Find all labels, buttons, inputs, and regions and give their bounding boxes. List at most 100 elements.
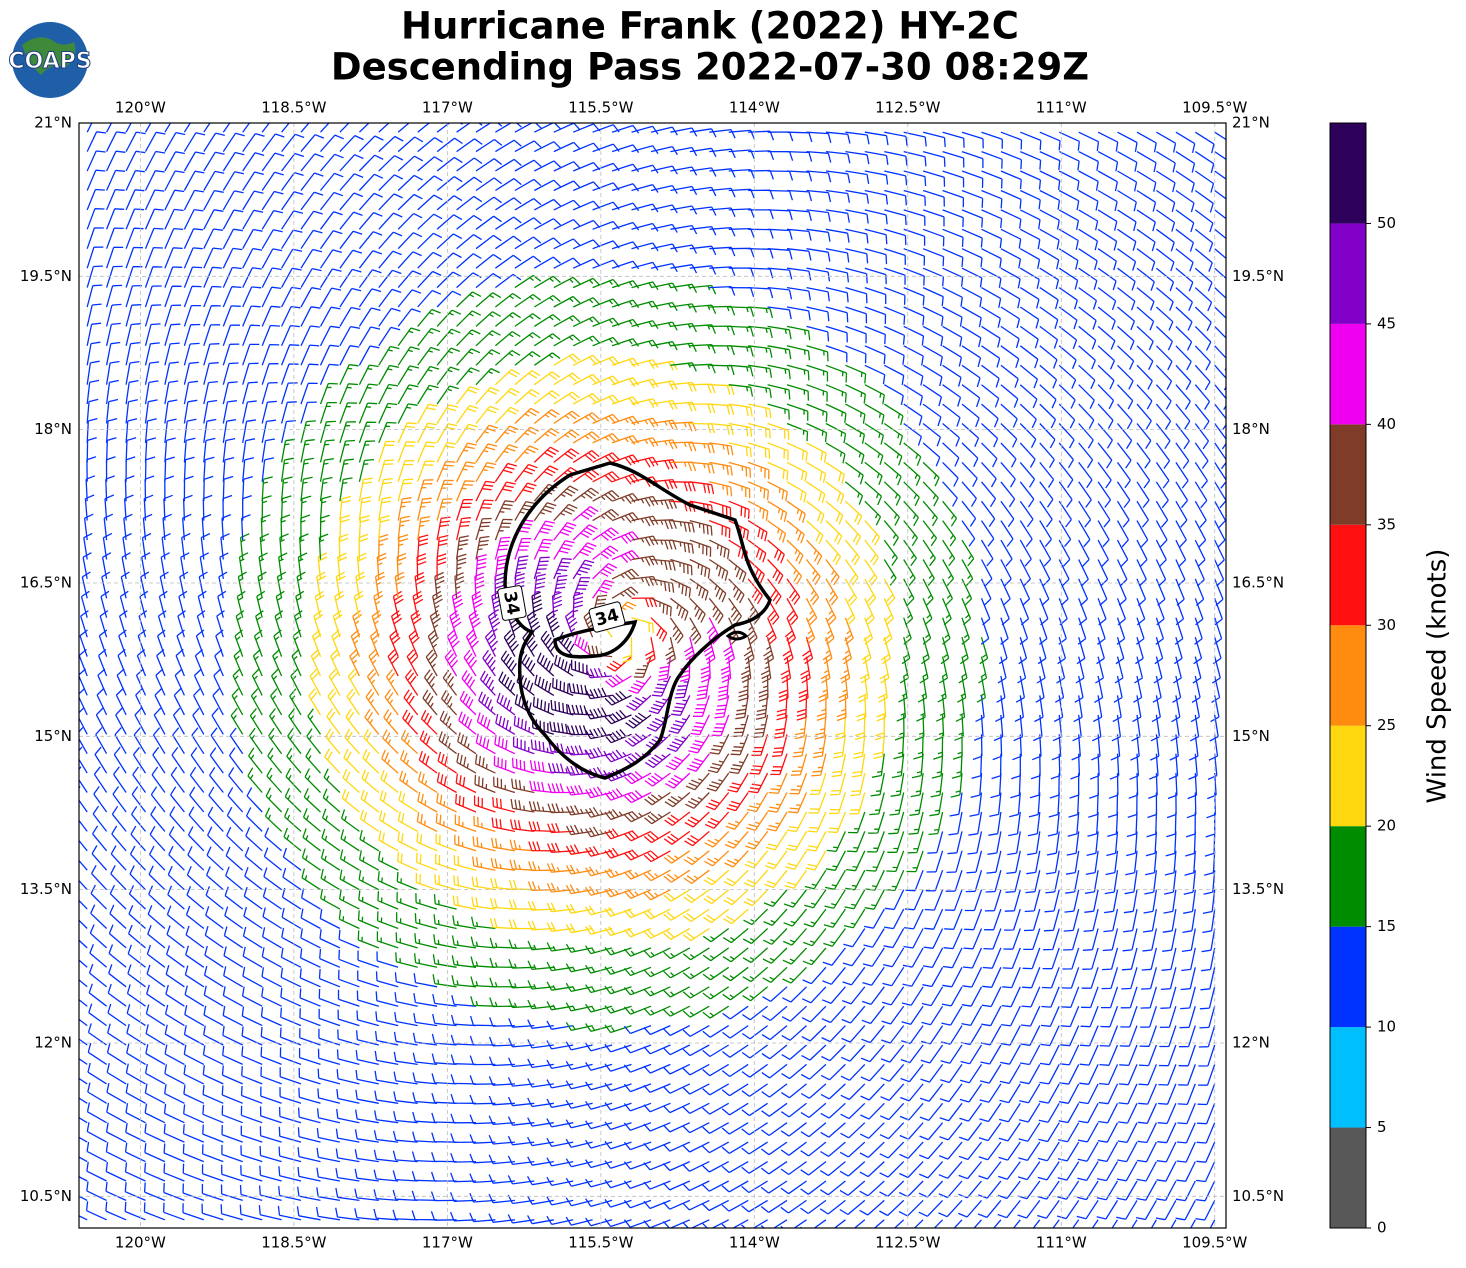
wind-barb xyxy=(163,1123,185,1143)
wind-barb xyxy=(164,456,175,482)
wind-barb xyxy=(456,214,483,230)
wind-barb xyxy=(747,481,770,500)
wind-barb xyxy=(222,247,243,269)
wind-barb xyxy=(611,492,640,505)
wind-barb xyxy=(1000,170,1022,190)
wind-barb xyxy=(281,286,302,308)
wind-barb xyxy=(722,947,749,963)
wind-barb xyxy=(1198,1044,1216,1067)
wind-barb xyxy=(1117,1122,1138,1144)
wind-barb xyxy=(988,811,1002,836)
wind-barb xyxy=(864,325,886,345)
wind-barb xyxy=(981,423,999,448)
wind-barb xyxy=(263,847,283,871)
wind-barb xyxy=(840,1122,866,1139)
wind-barb xyxy=(884,306,906,325)
wind-barb xyxy=(180,552,190,580)
wind-barb xyxy=(346,688,360,716)
wind-barb xyxy=(786,422,809,442)
wind-barb xyxy=(1164,850,1177,876)
wind-barb xyxy=(604,1160,632,1169)
wind-field xyxy=(79,123,1226,1228)
wind-barb xyxy=(434,571,445,599)
wind-barb xyxy=(728,753,749,775)
wind-barb xyxy=(397,534,409,560)
wind-barb xyxy=(864,578,877,606)
wind-barb xyxy=(320,888,341,910)
wind-barb xyxy=(79,859,88,871)
wind-barb xyxy=(416,812,438,832)
wind-barb xyxy=(412,1111,438,1124)
wind-barb xyxy=(689,500,714,515)
wind-barb xyxy=(122,532,132,560)
wind-barb xyxy=(1039,384,1057,409)
wind-barb xyxy=(114,727,127,755)
wind-barb xyxy=(260,1046,282,1066)
wind-barb xyxy=(585,1159,613,1169)
wind-barb xyxy=(105,456,116,482)
wind-barb xyxy=(279,1027,302,1046)
wind-barb xyxy=(1006,850,1021,875)
wind-barb xyxy=(300,363,319,385)
wind-barb xyxy=(705,792,730,811)
wind-barb xyxy=(879,1180,905,1197)
wind-barb xyxy=(450,1152,477,1163)
wind-barb xyxy=(844,500,863,526)
wind-barb xyxy=(903,422,923,446)
wind-barb xyxy=(942,267,964,287)
wind-barb xyxy=(553,574,568,599)
wind-barb xyxy=(903,461,921,487)
wind-barb xyxy=(623,966,652,977)
wind-barb xyxy=(949,792,963,817)
wind-barb xyxy=(880,1063,905,1082)
wind-barb xyxy=(100,590,110,618)
wind-barb xyxy=(1078,364,1096,390)
wind-barb xyxy=(144,1103,166,1124)
wind-barb xyxy=(938,1141,963,1160)
wind-barb xyxy=(650,439,678,450)
wind-barb xyxy=(514,140,542,153)
wind-barb xyxy=(1123,889,1138,914)
y-tick-label: 10.5°N xyxy=(1232,1187,1284,1205)
wind-barb xyxy=(125,341,141,366)
wind-barb xyxy=(728,481,751,499)
wind-barb xyxy=(728,403,753,417)
wind-barb xyxy=(553,123,581,133)
wind-barb xyxy=(1116,442,1132,469)
wind-barb xyxy=(844,481,864,505)
wind-barb xyxy=(1124,870,1138,895)
wind-barb xyxy=(274,610,284,638)
wind-barb xyxy=(182,1124,205,1143)
wind-barb xyxy=(185,905,205,930)
wind-barb xyxy=(1000,578,1011,606)
wind-barb xyxy=(781,1083,807,1099)
wind-barb xyxy=(572,559,595,580)
wind-barb xyxy=(328,668,341,696)
wind-barb xyxy=(899,1122,924,1140)
wind-barb xyxy=(144,380,159,405)
wind-barb xyxy=(302,828,321,852)
wind-barb xyxy=(470,956,496,968)
wind-barb xyxy=(1097,442,1113,469)
wind-barb xyxy=(1078,267,1098,290)
wind-barb xyxy=(431,1132,457,1143)
wind-barb xyxy=(79,979,88,988)
wind-barb xyxy=(786,403,809,421)
wind-barb xyxy=(760,1199,788,1213)
wind-barb xyxy=(572,431,600,444)
wind-barb xyxy=(373,1130,399,1143)
wind-barb xyxy=(947,831,963,855)
wind-barb xyxy=(495,292,522,308)
wind-barb xyxy=(127,924,146,949)
wind-barb xyxy=(741,1180,768,1194)
wind-barb xyxy=(456,123,483,133)
wind-barb xyxy=(701,1219,729,1228)
wind-barb xyxy=(399,770,419,794)
wind-barb xyxy=(1030,753,1041,780)
wind-barb xyxy=(722,1044,749,1058)
wind-barb xyxy=(471,590,483,618)
wind-barb xyxy=(442,669,458,696)
wind-barb xyxy=(741,1219,768,1228)
wind-barb xyxy=(762,966,788,983)
wind-barb xyxy=(881,1005,905,1025)
